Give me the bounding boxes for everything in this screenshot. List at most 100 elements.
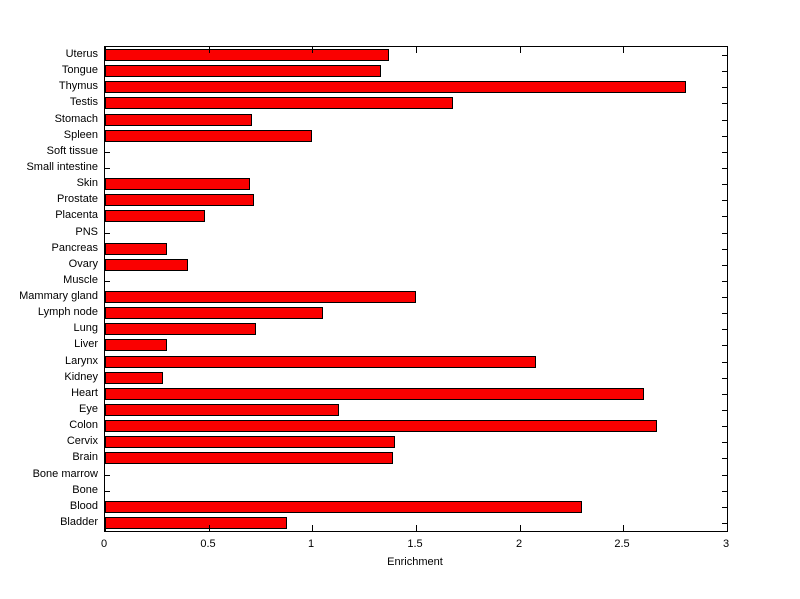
- bar: [105, 81, 686, 93]
- plot-area: [104, 46, 728, 532]
- y-tick-mark-right: [722, 184, 727, 185]
- y-tick-mark-right: [722, 426, 727, 427]
- x-tick-mark-top: [520, 47, 521, 53]
- bar: [105, 97, 453, 109]
- bar: [105, 372, 163, 384]
- y-tick-label: Small intestine: [26, 161, 98, 173]
- x-tick-label: 2.5: [614, 538, 630, 550]
- y-tick-mark-right: [722, 458, 727, 459]
- y-tick-mark-left: [105, 475, 110, 476]
- y-tick-label: Thymus: [58, 80, 98, 93]
- y-tick-mark-right: [722, 523, 727, 524]
- bar: [105, 356, 536, 368]
- bar: [105, 436, 395, 448]
- x-tick-mark-top: [312, 47, 313, 53]
- y-tick-mark-right: [722, 297, 727, 298]
- y-tick-mark-right: [722, 233, 727, 234]
- y-tick-label: Pancreas: [51, 241, 98, 254]
- y-tick-mark-right: [722, 281, 727, 282]
- x-tick-mark-bottom: [312, 525, 313, 531]
- x-tick-mark-top: [416, 47, 417, 53]
- y-tick-mark-right: [722, 103, 727, 104]
- bar: [105, 517, 287, 529]
- bar: [105, 501, 582, 513]
- y-tick-mark-right: [722, 265, 727, 266]
- y-tick-label: Bladder: [60, 515, 98, 528]
- y-tick-mark-right: [722, 216, 727, 217]
- y-tick-label: Soft tissue: [46, 144, 98, 157]
- y-tick-mark-right: [722, 394, 727, 395]
- y-tick-mark-right: [722, 378, 727, 379]
- y-tick-mark-right: [722, 168, 727, 169]
- x-tick-label: 2: [515, 538, 523, 550]
- y-tick-mark-right: [722, 410, 727, 411]
- y-tick-mark-right: [722, 249, 727, 250]
- y-tick-label: Spleen: [63, 128, 98, 141]
- bar: [105, 130, 312, 142]
- x-tick-label: 1.5: [407, 538, 423, 550]
- y-tick-label: Uterus: [65, 48, 98, 61]
- x-tick-mark-bottom: [209, 525, 210, 531]
- y-tick-mark-right: [722, 507, 727, 508]
- y-tick-label: Tongue: [61, 64, 98, 77]
- x-tick-label: 0: [100, 538, 108, 550]
- bar: [105, 49, 389, 61]
- y-tick-label: Bone marrow: [32, 467, 98, 480]
- y-tick-label: Heart: [71, 386, 98, 399]
- x-tick-mark-top: [105, 47, 106, 53]
- y-tick-label: Larynx: [64, 354, 98, 367]
- y-tick-mark-right: [722, 152, 727, 153]
- x-tick-label: 3: [722, 538, 730, 550]
- y-tick-mark-right: [722, 87, 727, 88]
- bar: [105, 114, 252, 126]
- y-tick-label: Skin: [76, 177, 98, 190]
- x-tick-mark-top: [727, 47, 728, 53]
- y-tick-mark-right: [722, 329, 727, 330]
- y-tick-mark-left: [105, 491, 110, 492]
- y-tick-label: Bone: [72, 483, 98, 496]
- x-tick-mark-top: [209, 47, 210, 53]
- y-tick-label: Lymph node: [37, 306, 98, 319]
- bar: [105, 259, 188, 271]
- bar: [105, 210, 205, 222]
- y-tick-label: Lung: [73, 322, 98, 335]
- y-tick-label: Colon: [69, 419, 98, 432]
- y-tick-mark-left: [105, 233, 110, 234]
- bar: [105, 452, 393, 464]
- y-tick-label: Kidney: [64, 370, 98, 383]
- y-tick-label: Brain: [72, 451, 98, 464]
- bar: [105, 307, 323, 319]
- y-tick-mark-right: [722, 200, 727, 201]
- y-tick-mark-right: [722, 345, 727, 346]
- x-tick-mark-bottom: [416, 525, 417, 531]
- bar: [105, 339, 167, 351]
- bar: [105, 404, 339, 416]
- y-tick-label: Ovary: [68, 257, 98, 270]
- y-tick-mark-left: [105, 152, 110, 153]
- y-tick-label: Mammary gland: [19, 290, 98, 303]
- bar: [105, 243, 167, 255]
- bar: [105, 178, 250, 190]
- bar: [105, 420, 657, 432]
- x-axis-label: Enrichment: [387, 556, 443, 568]
- y-tick-mark-right: [722, 475, 727, 476]
- y-tick-mark-right: [722, 362, 727, 363]
- y-tick-mark-left: [105, 281, 110, 282]
- y-tick-label: Cervix: [66, 435, 98, 448]
- x-tick-label: 0.5: [200, 538, 216, 550]
- bar: [105, 194, 254, 206]
- bar: [105, 323, 256, 335]
- y-tick-mark-right: [722, 71, 727, 72]
- x-tick-mark-top: [623, 47, 624, 53]
- x-tick-mark-bottom: [727, 525, 728, 531]
- y-tick-mark-right: [722, 491, 727, 492]
- x-tick-label: 1: [307, 538, 315, 550]
- y-tick-label: Blood: [69, 499, 98, 512]
- y-tick-mark-right: [722, 120, 727, 121]
- bar: [105, 291, 416, 303]
- y-tick-label: Placenta: [55, 209, 98, 222]
- y-tick-label: Liver: [74, 338, 98, 351]
- x-tick-mark-bottom: [623, 525, 624, 531]
- y-tick-label: PNS: [75, 225, 98, 238]
